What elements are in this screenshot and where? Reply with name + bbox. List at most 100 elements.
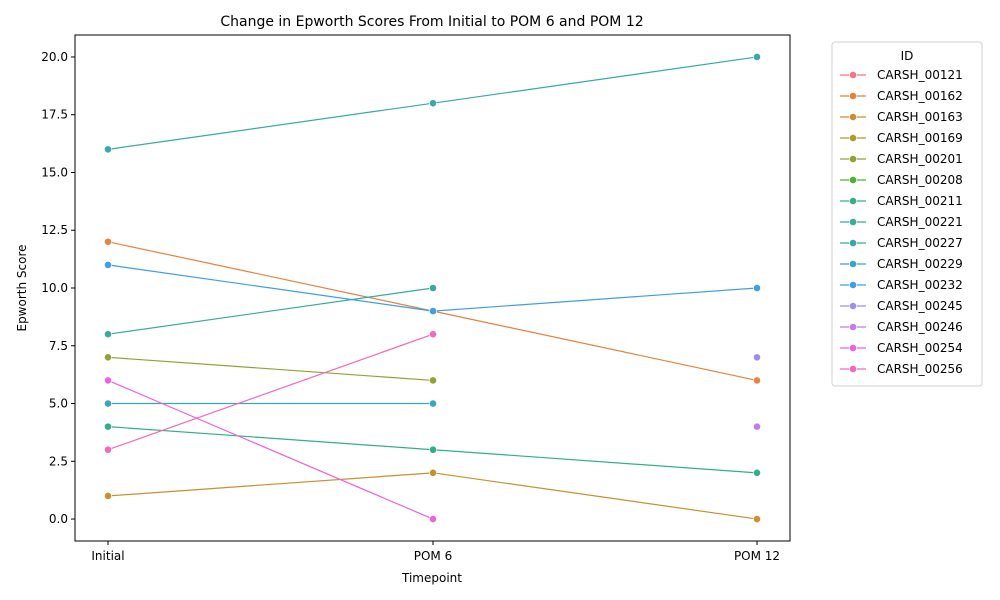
legend-item: CARSH_00201 — [840, 152, 963, 166]
legend-item: CARSH_00208 — [840, 173, 963, 187]
legend-label: CARSH_00256 — [877, 362, 963, 376]
series-line-segment — [107, 102, 434, 150]
data-point — [104, 492, 112, 500]
legend-label: CARSH_00211 — [877, 194, 963, 208]
y-tick-label: 7.5 — [49, 339, 68, 353]
legend-item: CARSH_00162 — [840, 89, 963, 103]
legend-label: CARSH_00201 — [877, 152, 963, 166]
chart-title: Change in Epworth Scores From Initial to… — [220, 14, 643, 30]
series-line-segment — [432, 287, 758, 312]
legend-marker — [849, 155, 857, 163]
series-line-segment — [107, 264, 434, 312]
y-tick-label: 10.0 — [41, 281, 68, 295]
data-point — [429, 99, 437, 108]
data-point — [429, 468, 437, 477]
legend-item: CARSH_00245 — [840, 299, 963, 313]
plot-frame — [74, 34, 791, 542]
data-point — [104, 422, 112, 431]
data-point — [104, 237, 112, 246]
legend-marker — [849, 71, 857, 79]
data-point — [753, 376, 761, 385]
series-line-segment — [432, 472, 758, 520]
legend-marker — [849, 365, 857, 373]
y-tick-label: 15.0 — [41, 165, 68, 179]
legend: ID CARSH_00121 CARSH_00162 CARSH_00163 CARS… — [831, 41, 983, 387]
legend-title: ID — [901, 49, 914, 63]
data-point — [429, 307, 437, 316]
data-point — [104, 260, 112, 269]
legend-item: CARSH_00246 — [840, 320, 963, 334]
data-point — [104, 445, 112, 454]
data-point — [753, 353, 761, 362]
legend-label: CARSH_00221 — [877, 215, 963, 229]
legend-label: CARSH_00162 — [877, 89, 963, 103]
legend-label: CARSH_00246 — [877, 320, 963, 334]
legend-item: CARSH_00121 — [840, 68, 963, 82]
data-point — [429, 284, 437, 292]
series-line-segment — [107, 333, 434, 451]
series-line-segment — [432, 310, 758, 382]
legend-marker — [849, 92, 857, 100]
series-points — [104, 53, 761, 523]
x-tick-label: POM 6 — [414, 549, 452, 563]
legend-frame — [831, 41, 983, 387]
legend-marker — [849, 302, 857, 310]
y-axis-ticks: 0.0 2.5 5.0 7.5 10.0 12.5 15.0 17.5 20.0 — [41, 50, 75, 526]
legend-marker — [849, 197, 857, 205]
data-point — [104, 376, 112, 385]
x-tick-label: Initial — [91, 549, 124, 563]
legend-item: CARSH_00169 — [840, 131, 963, 145]
legend-label: CARSH_00245 — [877, 299, 963, 313]
legend-item: CARSH_00256 — [840, 362, 963, 376]
data-point — [104, 145, 112, 154]
data-point — [753, 515, 761, 523]
legend-item: CARSH_00227 — [840, 236, 963, 250]
y-tick-label: 12.5 — [41, 223, 68, 237]
legend-item: CARSH_00254 — [840, 341, 963, 355]
data-point — [104, 353, 112, 362]
series-line-segment — [107, 287, 434, 335]
data-point — [429, 399, 437, 408]
legend-label: CARSH_00227 — [877, 236, 963, 250]
data-point — [753, 284, 761, 292]
series-line-segment — [107, 241, 434, 312]
y-tick-label: 5.0 — [49, 397, 68, 411]
legend-label: CARSH_00232 — [877, 278, 963, 292]
legend-label: CARSH_00229 — [877, 257, 963, 271]
legend-marker — [849, 239, 857, 247]
data-point — [753, 468, 761, 477]
y-axis-label: Epworth Score — [15, 244, 29, 331]
legend-label: CARSH_00208 — [877, 173, 963, 187]
legend-item: CARSH_00232 — [840, 278, 963, 292]
data-point — [429, 515, 437, 523]
legend-item: CARSH_00229 — [840, 257, 963, 271]
series-line-segment — [107, 426, 434, 451]
x-tick-label: POM 12 — [734, 549, 780, 563]
series-line-segment — [107, 472, 434, 497]
y-tick-label: 2.5 — [49, 454, 68, 468]
legend-label: CARSH_00163 — [877, 110, 963, 124]
data-point — [104, 330, 112, 339]
legend-marker — [849, 281, 857, 289]
legend-label: CARSH_00169 — [877, 131, 963, 145]
legend-item: CARSH_00211 — [840, 194, 963, 208]
legend-label: CARSH_00121 — [877, 68, 963, 82]
y-tick-label: 0.0 — [49, 512, 68, 526]
legend-marker — [849, 323, 857, 331]
legend-marker — [849, 113, 857, 121]
legend-marker — [849, 218, 857, 226]
series-line-segment — [432, 56, 758, 104]
x-axis-ticks: Initial POM 6 POM 12 — [91, 541, 780, 563]
data-point — [753, 53, 761, 61]
data-point — [429, 330, 437, 339]
data-point — [104, 399, 112, 408]
series-lines — [107, 56, 758, 520]
data-point — [753, 422, 761, 431]
data-point — [429, 445, 437, 454]
legend-item: CARSH_00163 — [840, 110, 963, 124]
legend-marker — [849, 344, 857, 352]
legend-marker — [849, 134, 857, 142]
series-line-segment — [432, 449, 758, 474]
legend-marker — [849, 176, 857, 184]
